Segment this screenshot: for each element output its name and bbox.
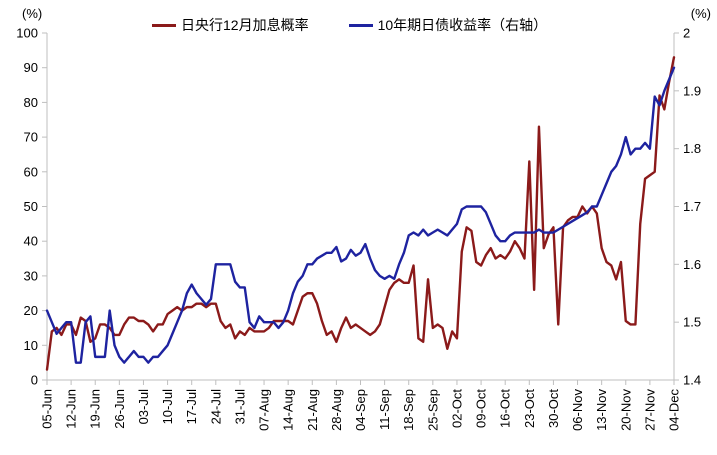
x-tick-label: 21-Aug [305, 389, 320, 431]
x-tick-label: 03-Jul [136, 389, 151, 425]
legend-label-jgb-yield: 10年期日债收益率（右轴） [377, 17, 548, 33]
left-tick-label: 50 [24, 199, 38, 214]
left-tick-label: 0 [31, 373, 38, 388]
x-tick-label: 25-Sep [425, 389, 440, 431]
red-line-swatch [152, 23, 176, 27]
x-tick-label: 16-Oct [498, 389, 513, 428]
legend-label-boj-hike-probability: 日央行12月加息概率 [181, 17, 309, 33]
x-tick-label: 09-Oct [474, 389, 489, 428]
blue-line-swatch [348, 23, 373, 27]
left-tick-label: 80 [24, 95, 38, 110]
right-axis-unit: (%) [690, 6, 711, 21]
right-tick-label: 1.7 [683, 199, 701, 214]
right-tick-label: 1.4 [683, 373, 701, 388]
right-tick-label: 1.8 [683, 141, 701, 156]
x-tick-label: 31-Jul [232, 389, 247, 425]
x-tick-label: 13-Nov [594, 389, 609, 431]
right-tick-label: 1.6 [683, 257, 701, 272]
x-tick-label: 04-Sep [353, 389, 368, 431]
x-tick-label: 30-Oct [546, 389, 561, 428]
legend-item-boj-hike-probability: 日央行12月加息概率 [152, 15, 309, 35]
left-tick-label: 90 [24, 60, 38, 75]
left-tick-label: 20 [24, 303, 38, 318]
x-tick-label: 24-Jul [208, 389, 223, 425]
x-tick-label: 19-Jun [88, 389, 103, 429]
x-tick-label: 12-Jun [64, 389, 79, 429]
left-axis-unit: (%) [22, 6, 43, 21]
left-tick-label: 40 [24, 234, 38, 249]
x-tick-label: 04-Dec [667, 389, 682, 431]
x-tick-label: 14-Aug [281, 389, 296, 431]
x-tick-label: 23-Oct [522, 389, 537, 428]
x-tick-label: 07-Aug [257, 389, 272, 431]
x-tick-label: 17-Jul [184, 389, 199, 425]
x-tick-label: 20-Nov [618, 389, 633, 431]
x-tick-label: 10-Jul [160, 389, 175, 425]
x-tick-label: 27-Nov [642, 389, 657, 431]
x-tick-label: 02-Oct [449, 389, 464, 428]
left-tick-label: 70 [24, 130, 38, 145]
x-tick-label: 11-Sep [377, 389, 392, 430]
x-tick-label: 26-Jun [112, 389, 127, 429]
legend: 日央行12月加息概率 10年期日债收益率（右轴） [152, 15, 547, 35]
x-tick-label: 05-Jun [40, 389, 55, 429]
x-tick-label: 18-Sep [401, 389, 416, 431]
rate-hike-probability-line [45, 56, 676, 371]
legend-item-jgb-yield: 10年期日债收益率（右轴） [348, 15, 548, 35]
right-tick-label: 1.5 [683, 315, 701, 330]
right-tick-label: 1.9 [683, 83, 701, 98]
x-tick-label: 06-Nov [570, 389, 585, 431]
x-tick-label: 28-Aug [329, 389, 344, 431]
jgb-yield-line [45, 66, 676, 364]
left-tick-label: 30 [24, 268, 38, 283]
left-tick-label: 10 [24, 338, 38, 353]
left-tick-label: 100 [16, 26, 38, 41]
left-tick-label: 60 [24, 164, 38, 179]
right-tick-label: 2 [683, 26, 690, 41]
